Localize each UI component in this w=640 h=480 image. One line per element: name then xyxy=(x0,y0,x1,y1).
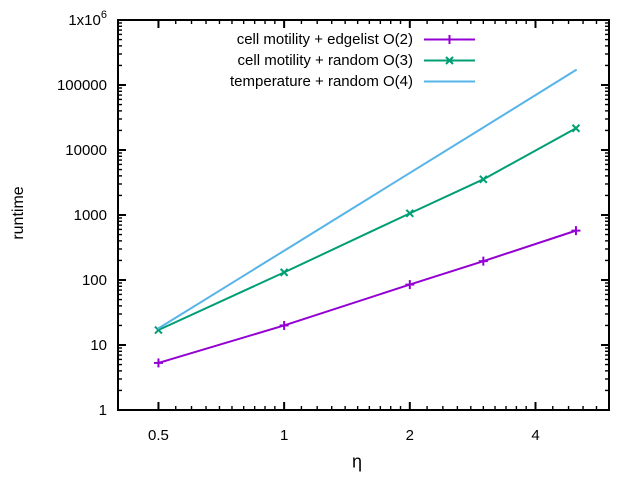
series-none xyxy=(157,69,577,330)
legend-label: cell motility + edgelist O(2) xyxy=(236,31,413,48)
y-axis-label: runtime xyxy=(10,186,27,240)
legend-sample-line xyxy=(424,52,475,69)
legend-sample-line xyxy=(424,31,475,48)
legend-label: temperature + random O(4) xyxy=(230,73,413,90)
series-plus xyxy=(153,226,581,368)
y-tick-label: 1 xyxy=(99,402,107,419)
legend-sample-line xyxy=(424,73,475,90)
series-cross xyxy=(154,124,581,335)
x-axis-label: η xyxy=(351,451,363,472)
legend-entry: cell motility + random O(3) xyxy=(230,50,475,71)
x-tick-label: 0.5 xyxy=(148,427,169,444)
legend: cell motility + edgelist O(2) cell motil… xyxy=(230,29,475,92)
y-tick-label: 10000 xyxy=(65,142,107,159)
y-tick-label: 100000 xyxy=(57,77,107,94)
y-tick-label: 10 xyxy=(90,337,107,354)
legend-label: cell motility + random O(3) xyxy=(237,52,413,69)
y-tick-label: 1x106 xyxy=(68,9,107,29)
y-tick-label: 1000 xyxy=(74,207,107,224)
x-tick-label: 1 xyxy=(280,427,288,444)
legend-entry: temperature + random O(4) xyxy=(230,71,475,92)
x-tick-label: 4 xyxy=(531,427,539,444)
legend-entry: cell motility + edgelist O(2) xyxy=(230,29,475,50)
y-tick-label: 100 xyxy=(82,272,107,289)
x-tick-label: 2 xyxy=(406,427,414,444)
